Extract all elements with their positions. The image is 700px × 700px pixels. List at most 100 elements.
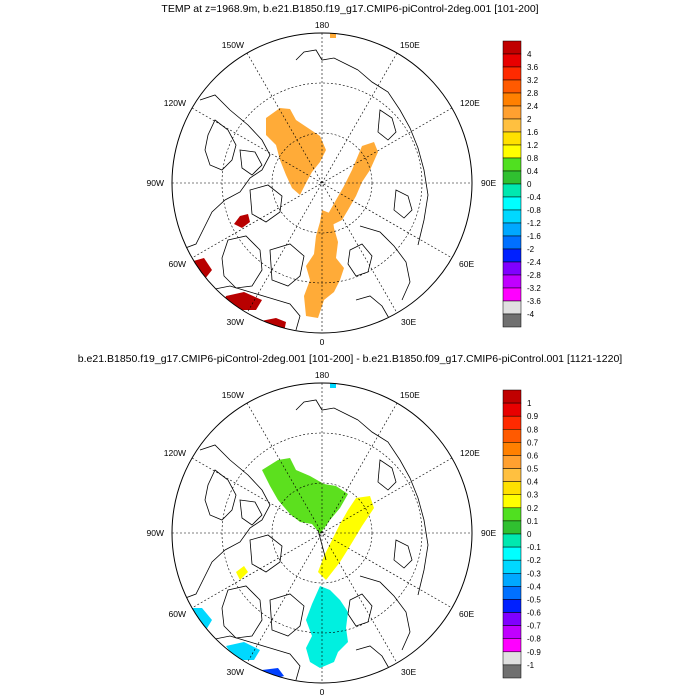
bottom-panel-title: b.e21.B1850.f19_g17.CMIP6-piControl-2deg… bbox=[77, 353, 623, 365]
bottom-colorbar-swatch bbox=[502, 389, 522, 404]
hot-anomaly-region-2 bbox=[190, 258, 212, 280]
bottom-colorbar-swatch bbox=[502, 402, 522, 417]
warm-anomaly-region-siberia bbox=[328, 142, 378, 226]
top-colorbar-swatch bbox=[502, 248, 522, 263]
top-colorbar-tick-label: 0.4 bbox=[527, 167, 539, 176]
bottom-lon-30E: 30E bbox=[401, 667, 416, 677]
top-lon-120E: 120E bbox=[460, 98, 480, 108]
bottom-colorbar-tick-label: -1 bbox=[527, 661, 535, 670]
top-colorbar-tick-label: 2.8 bbox=[527, 89, 539, 98]
bottom-colorbar-swatch bbox=[502, 520, 522, 535]
top-colorbar-tick-label: -3.2 bbox=[527, 284, 541, 293]
bottom-colorbar-swatch bbox=[502, 599, 522, 613]
warm-anomaly-region-atlantic bbox=[304, 210, 344, 318]
bottom-colorbar-tick-label: 0.7 bbox=[527, 438, 539, 447]
bottom-lon-60E: 60E bbox=[459, 609, 474, 619]
bottom-colorbar-swatch bbox=[502, 638, 522, 653]
bottom-colorbar-swatch bbox=[502, 664, 522, 679]
bottom-colorbar-tick-label: 0.2 bbox=[527, 504, 539, 513]
bottom-colorbar-swatch bbox=[502, 468, 522, 482]
hot-anomaly-region-3 bbox=[222, 292, 262, 310]
top-lon-60E: 60E bbox=[459, 259, 474, 269]
top-colorbar-tick-label: -2.8 bbox=[527, 271, 541, 280]
bottom-colorbar-tick-label: -0.7 bbox=[527, 622, 541, 631]
top-colorbar-swatch bbox=[502, 261, 522, 276]
blue-difference-region bbox=[262, 668, 284, 680]
bottom-colorbar-tick-label: 0.9 bbox=[527, 412, 539, 421]
top-colorbar-swatch bbox=[502, 274, 522, 289]
bottom-colorbar-swatch bbox=[502, 494, 522, 509]
bottom-colorbar-tick-label: -0.2 bbox=[527, 556, 541, 565]
top-colorbar-swatch bbox=[502, 287, 522, 302]
top-lon-60W: 60W bbox=[169, 259, 186, 269]
hot-anomaly-region-1 bbox=[234, 214, 250, 228]
top-lon-150E: 150E bbox=[400, 40, 420, 50]
top-colorbar-swatch bbox=[502, 313, 522, 328]
top-graticule bbox=[172, 33, 472, 333]
top-colorbar-tick-label: 1.6 bbox=[527, 128, 539, 137]
cyan-difference-region bbox=[306, 586, 348, 668]
bottom-colorbar-tick-label: -0.4 bbox=[527, 582, 541, 591]
bottom-lon-120W: 120W bbox=[164, 448, 186, 458]
top-colorbar-tick-label: 1.2 bbox=[527, 141, 539, 150]
top-colorbar-swatch bbox=[502, 131, 522, 146]
bottom-colorbar-tick-label: -0.5 bbox=[527, 595, 541, 604]
top-colorbar-tick-label: -0.8 bbox=[527, 206, 541, 215]
bottom-colorbar-tick-label: -0.8 bbox=[527, 635, 541, 644]
bottom-colorbar-swatch bbox=[502, 573, 522, 587]
bottom-lon-150W: 150W bbox=[222, 390, 244, 400]
bottom-lon-90W: 90W bbox=[147, 528, 164, 538]
bottom-colorbar-tick-label: 0.6 bbox=[527, 451, 539, 460]
bottom-lon-90E: 90E bbox=[481, 528, 496, 538]
top-colorbar-swatch bbox=[502, 183, 522, 198]
top-colorbar-swatch bbox=[502, 92, 522, 107]
bottom-colorbar-swatch bbox=[502, 586, 522, 600]
bottom-colorbar-swatch bbox=[502, 533, 522, 548]
bottom-polar-map: 180 150E 120E 90E 60E 30E 0 30W 60W 90W … bbox=[147, 370, 542, 697]
top-lon-180: 180 bbox=[315, 20, 329, 30]
top-lon-150W: 150W bbox=[222, 40, 244, 50]
top-lon-120W: 120W bbox=[164, 98, 186, 108]
bottom-colorbar-swatch bbox=[502, 455, 522, 469]
bottom-colorbar-swatch bbox=[502, 481, 522, 495]
top-lon-labels: 180 150E 120E 90E 60E 30E 0 30W 60W 90W … bbox=[147, 20, 497, 347]
top-lon-30E: 30E bbox=[401, 317, 416, 327]
top-polar-map: 180 150E 120E 90E 60E 30E 0 30W 60W 90W … bbox=[147, 20, 542, 347]
bottom-lon-60W: 60W bbox=[169, 609, 186, 619]
hot-anomaly-region-5 bbox=[330, 33, 336, 38]
top-colorbar-tick-label: -1.2 bbox=[527, 219, 541, 228]
top-colorbar-swatch bbox=[502, 144, 522, 159]
bottom-lon-180: 180 bbox=[315, 370, 329, 380]
top-colorbar-swatch bbox=[502, 105, 522, 120]
top-map-boundary bbox=[171, 32, 473, 334]
bottom-colorbar-tick-label: 0.4 bbox=[527, 478, 539, 487]
lightblue-difference-region-1 bbox=[192, 608, 212, 630]
top-colorbar-swatch bbox=[502, 157, 522, 172]
top-colorbar-tick-label: -3.6 bbox=[527, 297, 541, 306]
bottom-colorbar: 1 0.9 0.8 0.7 0.6 0.5 0.4 0.3 0.2 0.1 0 -0.1 -0.2 -0.… bbox=[502, 389, 541, 679]
bottom-colorbar-tick-label: -0.3 bbox=[527, 569, 541, 578]
top-colorbar-swatch bbox=[502, 53, 522, 68]
top-coastlines bbox=[179, 49, 429, 331]
bottom-colorbar-swatch bbox=[502, 507, 522, 522]
bottom-lon-labels: 180 150E 120E 90E 60E 30E 0 30W 60W 90W … bbox=[147, 370, 497, 697]
bottom-colorbar-tick-label: 1 bbox=[527, 399, 532, 408]
top-colorbar-swatch bbox=[502, 118, 522, 133]
bottom-colorbar-tick-label: -0.6 bbox=[527, 609, 541, 618]
top-lon-0: 0 bbox=[320, 337, 325, 347]
top-colorbar-tick-label: 3.2 bbox=[527, 76, 539, 85]
top-colorbar-swatch bbox=[502, 66, 522, 81]
top-colorbar-tick-label: 4 bbox=[527, 50, 532, 59]
bottom-colorbar-tick-label: 0.8 bbox=[527, 425, 539, 434]
top-colorbar-tick-label: -2.4 bbox=[527, 258, 541, 267]
top-lon-90W: 90W bbox=[147, 178, 164, 188]
bottom-colorbar-tick-label: -0.1 bbox=[527, 543, 541, 552]
bottom-map-boundary bbox=[171, 382, 473, 684]
lightblue-difference-region-2 bbox=[226, 642, 260, 660]
top-colorbar-swatch bbox=[502, 222, 522, 237]
bottom-lon-0: 0 bbox=[320, 687, 325, 697]
bottom-colorbar-swatch bbox=[502, 442, 522, 456]
bottom-lon-120E: 120E bbox=[460, 448, 480, 458]
bottom-colorbar-swatch bbox=[502, 429, 522, 443]
top-colorbar-tick-label: 3.6 bbox=[527, 63, 539, 72]
